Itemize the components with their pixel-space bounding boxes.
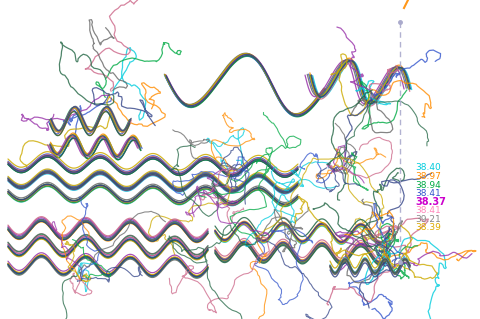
Text: 38.41: 38.41 [415, 206, 441, 215]
Text: 38.40: 38.40 [415, 164, 441, 173]
Text: 38.37: 38.37 [415, 197, 446, 207]
Text: 39.21: 39.21 [415, 215, 441, 224]
Text: 38.39: 38.39 [415, 224, 441, 233]
Text: 38.97: 38.97 [415, 172, 441, 181]
Text: 38.41: 38.41 [415, 189, 441, 198]
Text: 38.94: 38.94 [415, 181, 441, 189]
